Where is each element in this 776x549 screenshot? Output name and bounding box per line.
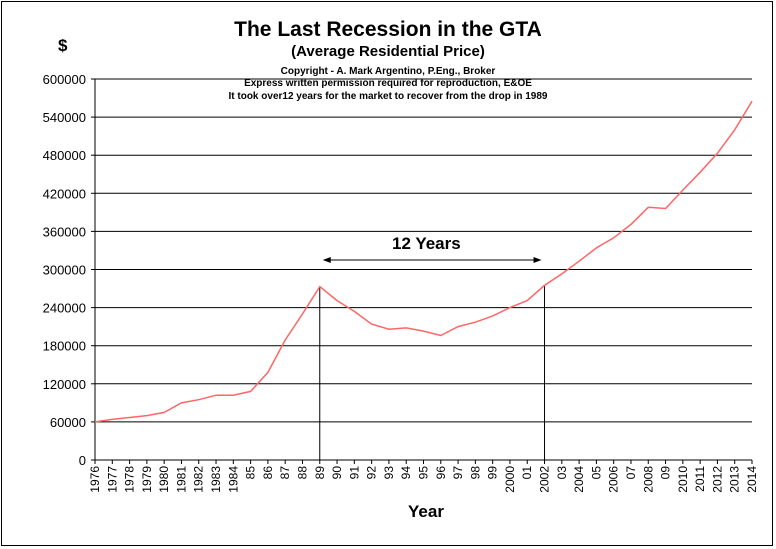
x-tick-label: 2002: [538, 466, 552, 493]
x-tick-label: 2013: [728, 466, 742, 493]
x-tick-label: 97: [451, 466, 465, 480]
chart-subtitle: (Average Residential Price): [291, 43, 485, 60]
price-line: [94, 100, 753, 423]
x-tick-label: 96: [434, 466, 448, 480]
recovery-span-label: 12 Years: [392, 234, 461, 253]
gridlines: [91, 78, 752, 461]
x-tick-label: 2011: [693, 466, 707, 492]
x-tick-label: 92: [365, 466, 379, 480]
series: [94, 100, 753, 423]
arrowhead-left: [322, 257, 331, 263]
x-tick-label: 1984: [226, 466, 240, 493]
y-tick-label: 540000: [43, 110, 86, 125]
x-tick-label: 99: [486, 466, 500, 480]
x-axis-label: Year: [408, 502, 444, 521]
x-tick-label: 2014: [745, 466, 759, 493]
y-tick-label: 0: [79, 453, 86, 468]
x-tick-label: 88: [295, 466, 309, 480]
x-tick-label: 1978: [123, 466, 137, 493]
x-tick-label: 01: [520, 466, 534, 480]
y-tick-labels: 0 60000 120000 180000 240000 300000 360000 4200…: [43, 72, 86, 468]
y-tick-label: 480000: [43, 148, 86, 163]
arrowhead-right: [533, 257, 542, 263]
x-tick-label: 1982: [192, 466, 206, 493]
x-tick-label: 98: [468, 466, 482, 480]
y-tick-label: 240000: [43, 301, 86, 316]
x-tick-label: 95: [417, 466, 431, 480]
x-tick-label: 03: [555, 466, 569, 480]
x-tick-label: 94: [399, 466, 413, 480]
x-tick-labels: 1976 1977 1978 1979 1980 1981 1982 1983 1984 85 86…: [88, 466, 759, 493]
x-tick-label: 2006: [607, 466, 621, 493]
x-tick-label: 1977: [105, 466, 119, 493]
y-tick-label: 360000: [43, 224, 86, 239]
x-tick-label: 2012: [710, 466, 724, 493]
y-tick-label: 420000: [43, 186, 86, 201]
x-tick-label: 90: [330, 466, 344, 480]
x-tick-label: 09: [659, 466, 673, 480]
x-tick-label: 1980: [157, 466, 171, 493]
x-tick-label: 86: [261, 466, 275, 480]
x-tick-label: 1981: [174, 466, 188, 493]
x-tick-label: 2004: [572, 466, 586, 493]
annotation: [319, 257, 546, 460]
x-tick-label: 93: [382, 466, 396, 480]
copyright-note: Copyright - A. Mark Argentino, P.Eng., B…: [280, 66, 496, 77]
x-tick-label: 89: [313, 466, 327, 480]
y-tick-label: 300000: [43, 263, 86, 278]
x-tick-label: 2008: [641, 466, 655, 493]
recovery-note: It took over12 years for the market to r…: [228, 91, 548, 102]
x-tick-label: 05: [589, 466, 603, 480]
y-tick-label: 600000: [43, 72, 86, 87]
axes: [94, 79, 753, 464]
y-axis-label: $: [58, 36, 68, 55]
y-tick-label: 120000: [43, 377, 86, 392]
x-tick-label: 85: [244, 466, 258, 480]
y-tick-label: 180000: [43, 339, 86, 354]
x-tick-label: 1983: [209, 466, 223, 493]
y-tick-label: 60000: [50, 415, 86, 430]
x-tick-label: 91: [347, 466, 361, 480]
x-tick-label: 1976: [88, 466, 102, 493]
x-tick-label: 1979: [140, 466, 154, 493]
x-tick-label: 2000: [503, 466, 517, 493]
chart-title: The Last Recession in the GTA: [234, 18, 542, 41]
permission-note: Express written permission required for …: [244, 78, 532, 89]
x-tick-label: 07: [624, 466, 638, 480]
x-tick-label: 87: [278, 466, 292, 480]
x-tick-label: 2010: [676, 466, 690, 493]
